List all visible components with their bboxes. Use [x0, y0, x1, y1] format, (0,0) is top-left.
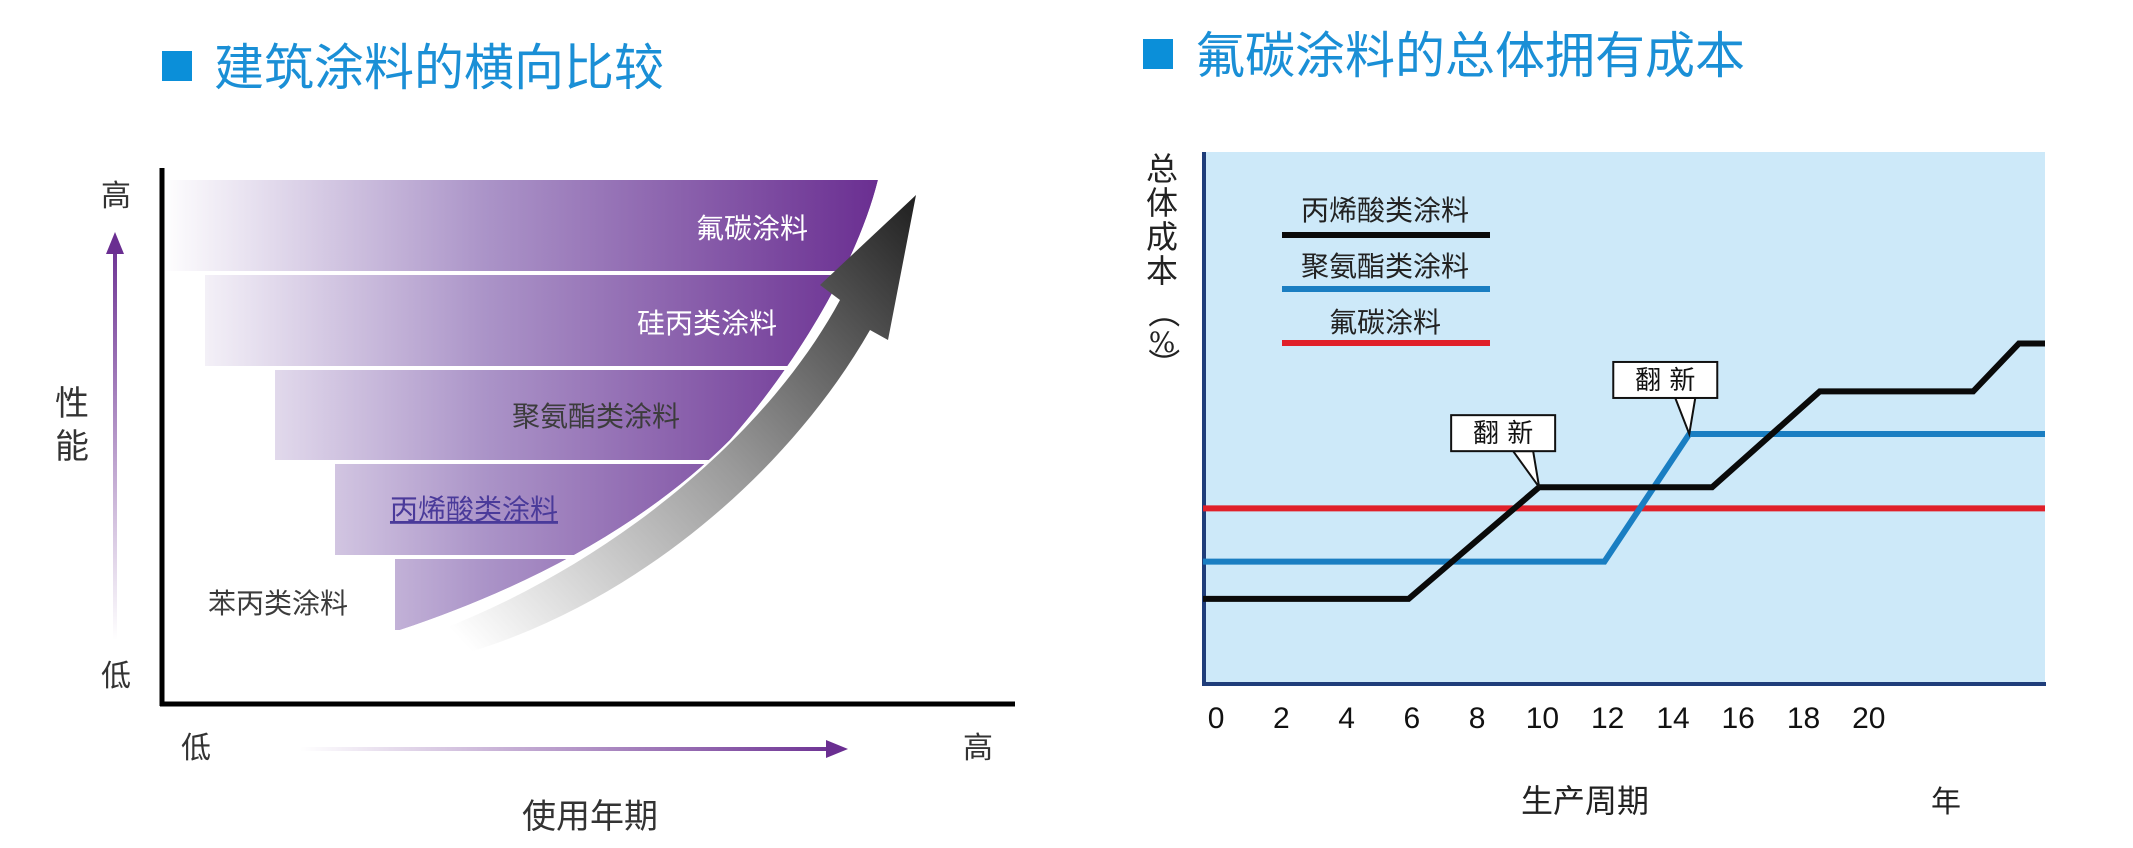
right-y-axis-label: 总 体 成 本 （ % ） [1144, 150, 1182, 380]
title-square-icon [162, 51, 192, 81]
x-tick-label: 4 [1338, 702, 1355, 735]
band-label-polyurethane: 聚氨酯类涂料 [512, 400, 680, 433]
x-low-label: 低 [181, 731, 211, 766]
ylabel-char: ） [1144, 348, 1182, 380]
ylabel-char: % [1149, 326, 1176, 359]
series-layer [1203, 340, 2045, 602]
y-performance-arrow-head [106, 232, 124, 254]
ylabel-char: 总 [1146, 150, 1178, 188]
ylabel-char: （ [1144, 296, 1182, 328]
x-tick-label: 12 [1591, 702, 1624, 735]
x-tick-label: 14 [1656, 702, 1689, 735]
left-chart-title: 建筑涂料的横向比较 [162, 28, 664, 100]
performance-band-area [165, 180, 878, 630]
x-tick-label: 8 [1469, 702, 1486, 735]
right-x-axis-label: 生产周期 [1521, 782, 1649, 820]
x-tick-label: 20 [1852, 702, 1885, 735]
x-tick-label: 16 [1722, 702, 1755, 735]
series-line-0 [1203, 340, 2045, 602]
callout-text: 翻 新 [1473, 419, 1533, 449]
x-tick-label: 0 [1208, 702, 1225, 735]
right-x-axis-unit: 年 [1931, 785, 1961, 820]
callout-box [1612, 360, 1719, 399]
title-square-icon [1143, 39, 1173, 69]
ylabel-char: 本 [1146, 252, 1178, 290]
y-low-label: 低 [101, 659, 131, 694]
ylabel-char: 成 [1146, 218, 1178, 256]
band-label-acrylic: 丙烯酸类涂料 [390, 493, 558, 526]
x-axis-label: 使用年期 [522, 797, 658, 837]
x-tick-labels: 0 2 4 6 8 10 12 14 16 18 20 [1208, 702, 1886, 735]
band-label-silicone-acrylic: 硅丙类涂料 [637, 307, 777, 340]
annotation-layer: 翻 新翻 新 [1450, 360, 1719, 488]
trend-arrow [440, 195, 916, 652]
x-high-label: 高 [963, 731, 993, 766]
legend: 丙烯酸类涂料 聚氨酯类涂料 氟碳涂料 [1282, 194, 1490, 346]
left-chart: 氟碳涂料 硅丙类涂料 聚氨酯类涂料 丙烯酸类涂料 苯丙类涂料 高 低 性 能 低… [55, 168, 1015, 837]
band-label-styrene-acrylic: 苯丙类涂料 [208, 587, 348, 620]
band-label-fluorocarbon: 氟碳涂料 [696, 212, 808, 245]
y-axis-label-char-1: 性 [55, 384, 89, 424]
x-tick-label: 2 [1273, 702, 1290, 735]
x-tick-label: 6 [1404, 702, 1421, 735]
band-trim [400, 180, 940, 630]
legend-label-acrylic: 丙烯酸类涂料 [1301, 194, 1469, 227]
legend-label-polyurethane: 聚氨酯类涂料 [1301, 250, 1469, 283]
callout-text: 翻 新 [1635, 366, 1695, 396]
series-line-1 [1203, 431, 2045, 565]
right-chart-title: 氟碳涂料的总体拥有成本 [1143, 16, 1745, 88]
legend-label-fluorocarbon: 氟碳涂料 [1329, 306, 1441, 339]
x-tick-label: 18 [1787, 702, 1820, 735]
ylabel-char: 体 [1146, 184, 1178, 222]
band-separators [165, 271, 925, 634]
x-years-arrow-head [826, 740, 848, 758]
annotation-callout: 翻 新 [1612, 360, 1719, 438]
annotation-callout: 翻 新 [1450, 414, 1557, 488]
y-axis-label-char-2: 能 [55, 427, 89, 467]
right-chart: 翻 新翻 新 0 2 4 6 8 10 12 14 16 18 20 丙烯酸类涂料 聚氨酯类涂料 氟… [1144, 150, 2046, 820]
x-tick-label: 10 [1526, 702, 1559, 735]
callout-box [1450, 414, 1557, 453]
y-high-label: 高 [101, 179, 131, 214]
plot-background [1203, 152, 2045, 684]
